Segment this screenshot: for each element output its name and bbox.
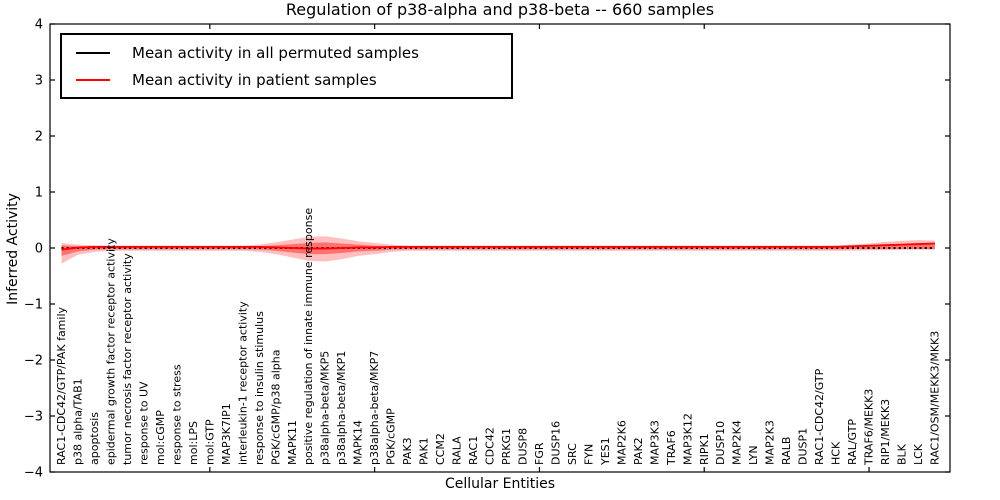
entity-label: RIPK1 xyxy=(698,433,711,465)
y-tick-label: −4 xyxy=(24,466,43,481)
x-axis-label: Cellular Entities xyxy=(444,476,556,492)
y-tick-label: 4 xyxy=(35,18,43,33)
entity-label: epidermal growth factor receptor activit… xyxy=(104,238,117,465)
entity-label: TRAF6 xyxy=(665,430,678,466)
y-tick-label: 0 xyxy=(35,242,43,257)
y-tick-label: 3 xyxy=(35,74,43,89)
entity-label: DUSP10 xyxy=(714,421,727,465)
y-axis-label: Inferred Activity xyxy=(5,193,21,305)
entity-label: RAC1/OSM/MEKK3/MKK3 xyxy=(928,331,941,465)
entity-label: mol:LPS xyxy=(187,421,200,465)
patient-mean-line xyxy=(61,242,935,251)
entity-label: PAK1 xyxy=(418,437,431,465)
entity-label: response to insulin stimulus xyxy=(253,311,266,465)
legend: Mean activity in all permuted samples Me… xyxy=(60,33,513,99)
entity-label: mol:cGMP xyxy=(154,410,167,465)
entity-label: LYN xyxy=(747,445,760,465)
entity-label: MAP3K12 xyxy=(681,413,694,465)
entity-label: MAP2K6 xyxy=(615,420,628,465)
entity-label: mol:GTP xyxy=(203,419,216,465)
entity-label: PAK2 xyxy=(632,437,645,465)
entity-label: tumor necrosis factor receptor activity xyxy=(121,253,134,465)
entity-label: YES1 xyxy=(599,437,612,466)
entity-label: PAK3 xyxy=(401,437,414,465)
entity-label: interleukin-1 receptor activity xyxy=(236,301,249,465)
chart-title: Regulation of p38-alpha and p38-beta -- … xyxy=(285,0,715,19)
entity-label: MAP3K7IP1 xyxy=(220,403,233,465)
entity-label: apoptosis xyxy=(88,412,101,465)
entity-label: MAPK14 xyxy=(352,420,365,465)
entity-label: CCM2 xyxy=(434,433,447,465)
entity-label: DUSP8 xyxy=(516,428,529,465)
entity-label: SRC xyxy=(566,443,579,465)
entity-label: MAP3K3 xyxy=(648,420,661,465)
y-tick-label: −3 xyxy=(24,410,43,425)
y-tick-label: 2 xyxy=(35,130,43,145)
band-patient-activity-spread-outer xyxy=(61,236,935,264)
entity-label: RIP1/MEKK3 xyxy=(879,399,892,465)
entity-label: p38alpha-beta/MKP1 xyxy=(335,351,348,465)
y-tick-label: −1 xyxy=(24,298,43,313)
legend-label-patient: Mean activity in patient samples xyxy=(132,70,377,89)
entity-label: PRKG1 xyxy=(500,428,513,465)
legend-line-permuted-icon xyxy=(76,51,110,54)
y-tick-label: −2 xyxy=(24,354,43,369)
entity-label: FGR xyxy=(533,442,546,465)
entity-label: p38alpha-beta/MKP5 xyxy=(319,351,332,465)
entity-label: p38alpha-beta/MKP7 xyxy=(368,351,381,465)
entity-label: CDC42 xyxy=(484,427,497,465)
entity-label: DUSP1 xyxy=(797,428,810,465)
y-tick-label: 1 xyxy=(35,186,43,201)
entity-label: positive regulation of innate immune res… xyxy=(302,208,315,465)
entity-label: p38 alpha/TAB1 xyxy=(72,378,85,465)
entity-label: PGK/cGMP xyxy=(385,408,398,465)
entity-label: LCK xyxy=(912,443,925,465)
entity-label: MAP2K4 xyxy=(731,420,744,465)
entity-label: RAC1 xyxy=(467,436,480,465)
entity-label: BLK xyxy=(896,443,909,465)
entity-label: RALB xyxy=(780,437,793,465)
entity-label: RAL/GTP xyxy=(846,419,859,465)
entity-label: DUSP16 xyxy=(549,421,562,465)
entity-label: FYN xyxy=(582,444,595,465)
legend-label-permuted: Mean activity in all permuted samples xyxy=(132,43,419,62)
entity-label: PGK/cGMP/p38 alpha xyxy=(269,350,282,465)
entity-label: MAP2K3 xyxy=(764,420,777,465)
entity-label: response to stress xyxy=(170,364,183,465)
legend-item-permuted: Mean activity in all permuted samples xyxy=(76,39,511,66)
band-patient-activity-spread-inner xyxy=(61,242,935,256)
entity-label: HCK xyxy=(830,441,843,465)
entity-label: MAPK11 xyxy=(286,420,299,465)
entity-label: RALA xyxy=(451,436,464,465)
legend-item-patient: Mean activity in patient samples xyxy=(76,66,511,93)
entity-label: RAC1-CDC42/GTP xyxy=(813,368,826,465)
entity-label: response to UV xyxy=(137,381,150,465)
entity-label: RAC1-CDC42/GTP/PAK family xyxy=(55,306,68,465)
legend-line-patient-icon xyxy=(76,78,110,81)
entity-label: TRAF6/MEKK3 xyxy=(863,389,876,466)
